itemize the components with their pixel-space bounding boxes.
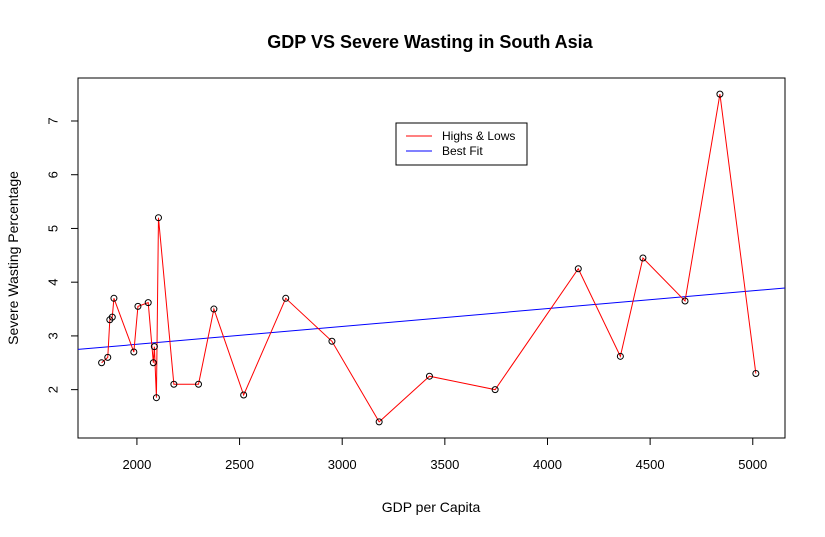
chart-title: GDP VS Severe Wasting in South Asia [267,32,593,52]
data-point [108,313,116,321]
x-tick-label: 4000 [533,457,562,472]
legend: Highs & Lows Best Fit [395,122,528,166]
data-point [104,353,112,361]
data-point [98,359,106,367]
data-point [375,418,383,426]
series-layer [77,90,786,426]
y-tick-label: 5 [45,225,60,232]
data-point [639,254,647,262]
x-tick-label: 2500 [225,457,254,472]
x-tick-label: 2000 [122,457,151,472]
data-point [110,294,118,302]
y-tick-label: 6 [45,171,60,178]
x-tick-label: 5000 [738,457,767,472]
data-point [130,348,138,356]
x-axis-label: GDP per Capita [382,499,481,515]
data-point [150,343,158,351]
data-point [716,90,724,98]
legend-label-best-fit: Best Fit [442,144,483,158]
best-fit-line [77,287,786,350]
data-point [154,214,162,222]
data-point [574,265,582,273]
y-tick-label: 7 [45,117,60,124]
highs-lows-line [101,94,757,423]
data-point [195,380,203,388]
y-axis: 2 3 4 5 6 7 [45,117,79,393]
data-point [282,294,290,302]
y-tick-label: 2 [45,386,60,393]
data-point [149,359,157,367]
data-point [491,386,499,394]
data-point [170,380,178,388]
y-axis-label: Severe Wasting Percentage [5,171,21,345]
x-tick-label: 4500 [636,457,665,472]
data-point [144,299,152,307]
legend-box [395,122,528,166]
data-point [134,302,142,310]
data-point [616,352,624,360]
data-point [752,370,760,378]
data-point [240,391,248,399]
data-point [152,394,160,402]
data-point [328,337,336,345]
legend-label-highs-lows: Highs & Lows [442,129,515,143]
x-axis: 2000 2500 3000 3500 4000 4500 5000 [122,437,767,472]
x-tick-label: 3500 [430,457,459,472]
data-point [681,297,689,305]
data-point [210,305,218,313]
x-tick-label: 3000 [328,457,357,472]
y-tick-label: 3 [45,332,60,339]
y-tick-label: 4 [45,279,60,286]
data-point [425,372,433,380]
